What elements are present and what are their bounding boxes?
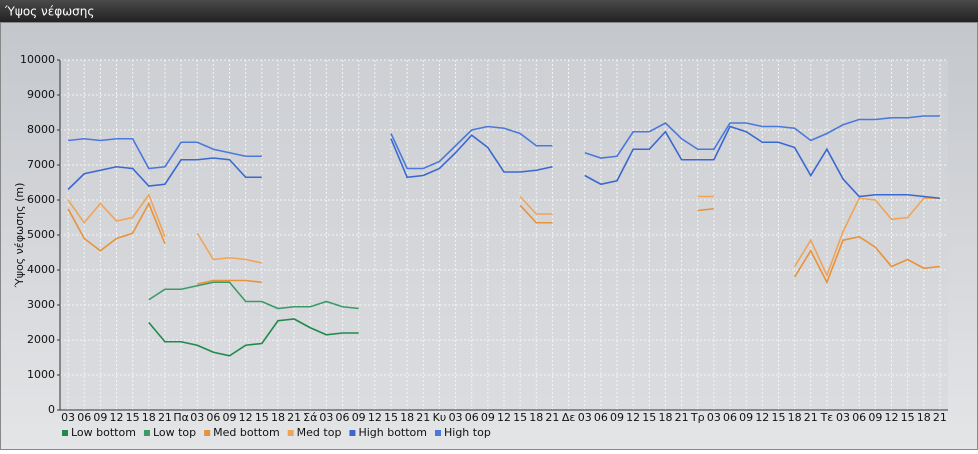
legend-swatch (62, 430, 68, 436)
x-tick-label: 06 (852, 411, 866, 424)
series-line (67, 201, 941, 285)
x-tick-label: 06 (594, 411, 608, 424)
legend-swatch (287, 430, 294, 436)
x-tick-label: 18 (400, 411, 414, 424)
y-tick-label: 1000 (27, 368, 55, 381)
y-axis-label: Ύψος νέφωσης (m) (13, 183, 26, 289)
x-tick-label: 03 (449, 411, 463, 424)
series-line (67, 115, 940, 170)
y-tick-label: 10000 (20, 53, 55, 66)
x-tick-label: 21 (933, 411, 947, 424)
x-tick-label: 03 (578, 411, 592, 424)
x-tick-label: 18 (788, 411, 802, 424)
x-tick-label: 15 (384, 411, 398, 424)
x-tick-label: 06 (336, 411, 350, 424)
x-tick-label: 15 (513, 411, 527, 424)
x-tick-label: 09 (610, 411, 624, 424)
y-tick-label: 9000 (27, 88, 55, 101)
x-tick-label: 18 (658, 411, 672, 424)
x-tick-label: 03 (319, 411, 333, 424)
x-tick-label: 12 (368, 411, 382, 424)
series-line (148, 318, 359, 357)
x-tick-label: Τε (820, 411, 834, 424)
x-tick-label: 21 (675, 411, 689, 424)
x-tick-label: 21 (545, 411, 559, 424)
series-line (67, 193, 940, 278)
y-tick-label: 7000 (27, 158, 55, 171)
legend-swatch (204, 430, 211, 436)
x-tick-label: 03 (836, 411, 850, 424)
legend-label: Low top (153, 426, 196, 439)
x-tick-label: 15 (642, 411, 656, 424)
y-tick-label: 2000 (27, 333, 55, 346)
x-tick-label: 03 (61, 411, 75, 424)
x-tick-label: 21 (416, 411, 430, 424)
x-tick-label: 09 (352, 411, 366, 424)
x-tick-label: 21 (287, 411, 301, 424)
title-bar (0, 0, 978, 22)
x-tick-label: 12 (110, 411, 124, 424)
y-tick-label: 4000 (27, 263, 55, 276)
x-tick-label: 15 (126, 411, 140, 424)
legend-label: High bottom (358, 426, 427, 439)
x-tick-label: 12 (884, 411, 898, 424)
x-tick-label: 09 (481, 411, 495, 424)
legend-swatch (435, 430, 441, 436)
x-tick-label: 15 (255, 411, 269, 424)
x-tick-label: 21 (158, 411, 172, 424)
y-tick-label: 0 (48, 403, 55, 416)
x-tick-label: Τρ (690, 411, 705, 424)
y-tick-label: 3000 (27, 298, 55, 311)
legend-label: Med top (297, 426, 342, 439)
x-tick-label: 15 (771, 411, 785, 424)
series-line (67, 125, 941, 200)
x-tick-label: 21 (804, 411, 818, 424)
x-tick-label: 09 (93, 411, 107, 424)
window-title: Ύψος νέφωσης (4, 5, 94, 19)
x-tick-label: 09 (223, 411, 237, 424)
x-tick-label: 12 (239, 411, 253, 424)
x-tick-label: Πα (173, 411, 189, 424)
x-tick-label: 15 (901, 411, 915, 424)
x-tick-label: 12 (626, 411, 640, 424)
x-tick-label: 06 (723, 411, 737, 424)
x-tick-label: 18 (271, 411, 285, 424)
x-tick-label: Σά (303, 411, 317, 424)
x-tick-label: 09 (868, 411, 882, 424)
x-tick-label: Κυ (433, 411, 447, 424)
x-tick-label: 18 (917, 411, 931, 424)
legend-label: Low bottom (71, 426, 136, 439)
x-tick-label: 06 (206, 411, 220, 424)
legend-label: High top (444, 426, 491, 439)
y-tick-label: 6000 (27, 193, 55, 206)
x-tick-label: 09 (739, 411, 753, 424)
series-line (148, 281, 359, 310)
x-tick-label: 12 (755, 411, 769, 424)
x-tick-label: 06 (77, 411, 91, 424)
y-tick-label: 8000 (27, 123, 55, 136)
legend-swatch (143, 430, 150, 436)
x-tick-label: 06 (465, 411, 479, 424)
x-tick-label: Δε (562, 411, 576, 424)
x-tick-label: 18 (142, 411, 156, 424)
x-tick-label: 18 (529, 411, 543, 424)
legend-label: Med bottom (213, 426, 280, 439)
legend-swatch (349, 430, 356, 436)
y-tick-label: 5000 (27, 228, 55, 241)
x-tick-label: 03 (707, 411, 721, 424)
x-tick-label: 12 (497, 411, 511, 424)
x-tick-label: 03 (190, 411, 204, 424)
